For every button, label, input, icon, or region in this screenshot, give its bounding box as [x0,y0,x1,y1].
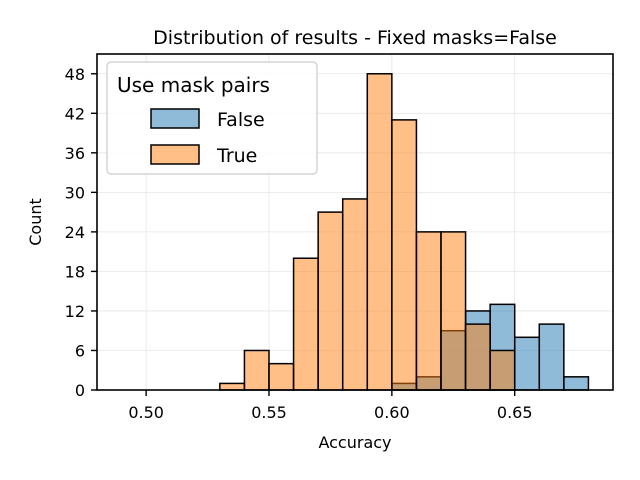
x-tick-label-3: 0.65 [497,403,533,422]
x-tick-label-0: 0.50 [128,403,164,422]
bar-true-10 [366,73,393,391]
y-tick-label-2: 12 [65,302,85,321]
series-true-bars [219,73,516,391]
legend-label-false: False [217,109,265,131]
bar-true-13 [440,231,467,391]
legend: Use mask pairs False True [106,61,318,175]
y-tick-label-4: 24 [65,223,85,242]
bar-false-17 [538,323,565,391]
y-tick-label-3: 18 [65,262,85,281]
bar-true-7 [292,257,319,391]
y-tick-label-7: 42 [65,104,85,123]
plot-frame [96,53,614,391]
y-tick-label-1: 6 [75,341,85,360]
y-axis-label: Count [26,198,45,246]
bar-true-5 [243,349,270,391]
legend-label-true: True [216,145,257,167]
bar-true-15 [489,349,516,391]
y-tick-label-0: 0 [75,381,85,400]
x-axis-label: Accuracy [318,433,391,452]
bar-true-6 [268,362,295,391]
y-axis-ticks: 0 6 12 18 24 30 36 42 48 [65,65,97,400]
legend-swatch-false [150,108,200,129]
bar-true-4 [219,382,246,391]
bar-true-14 [464,323,491,391]
x-tick-label-2: 0.60 [374,403,410,422]
x-tick-label-1: 0.55 [251,403,287,422]
legend-title: Use mask pairs [117,73,270,97]
y-tick-label-8: 48 [65,65,85,84]
bar-true-11 [391,119,418,391]
bar-true-8 [317,211,344,391]
y-tick-label-5: 30 [65,183,85,202]
x-axis-ticks: 0.50 0.55 0.60 0.65 [128,390,533,422]
chart-title: Distribution of results - Fixed masks=Fa… [153,27,557,49]
bar-true-12 [415,231,442,391]
legend-swatch-true [150,144,200,165]
bar-true-9 [341,198,369,391]
y-tick-label-6: 36 [65,144,85,163]
bar-false-16 [513,336,541,391]
bar-false-18 [563,376,590,391]
